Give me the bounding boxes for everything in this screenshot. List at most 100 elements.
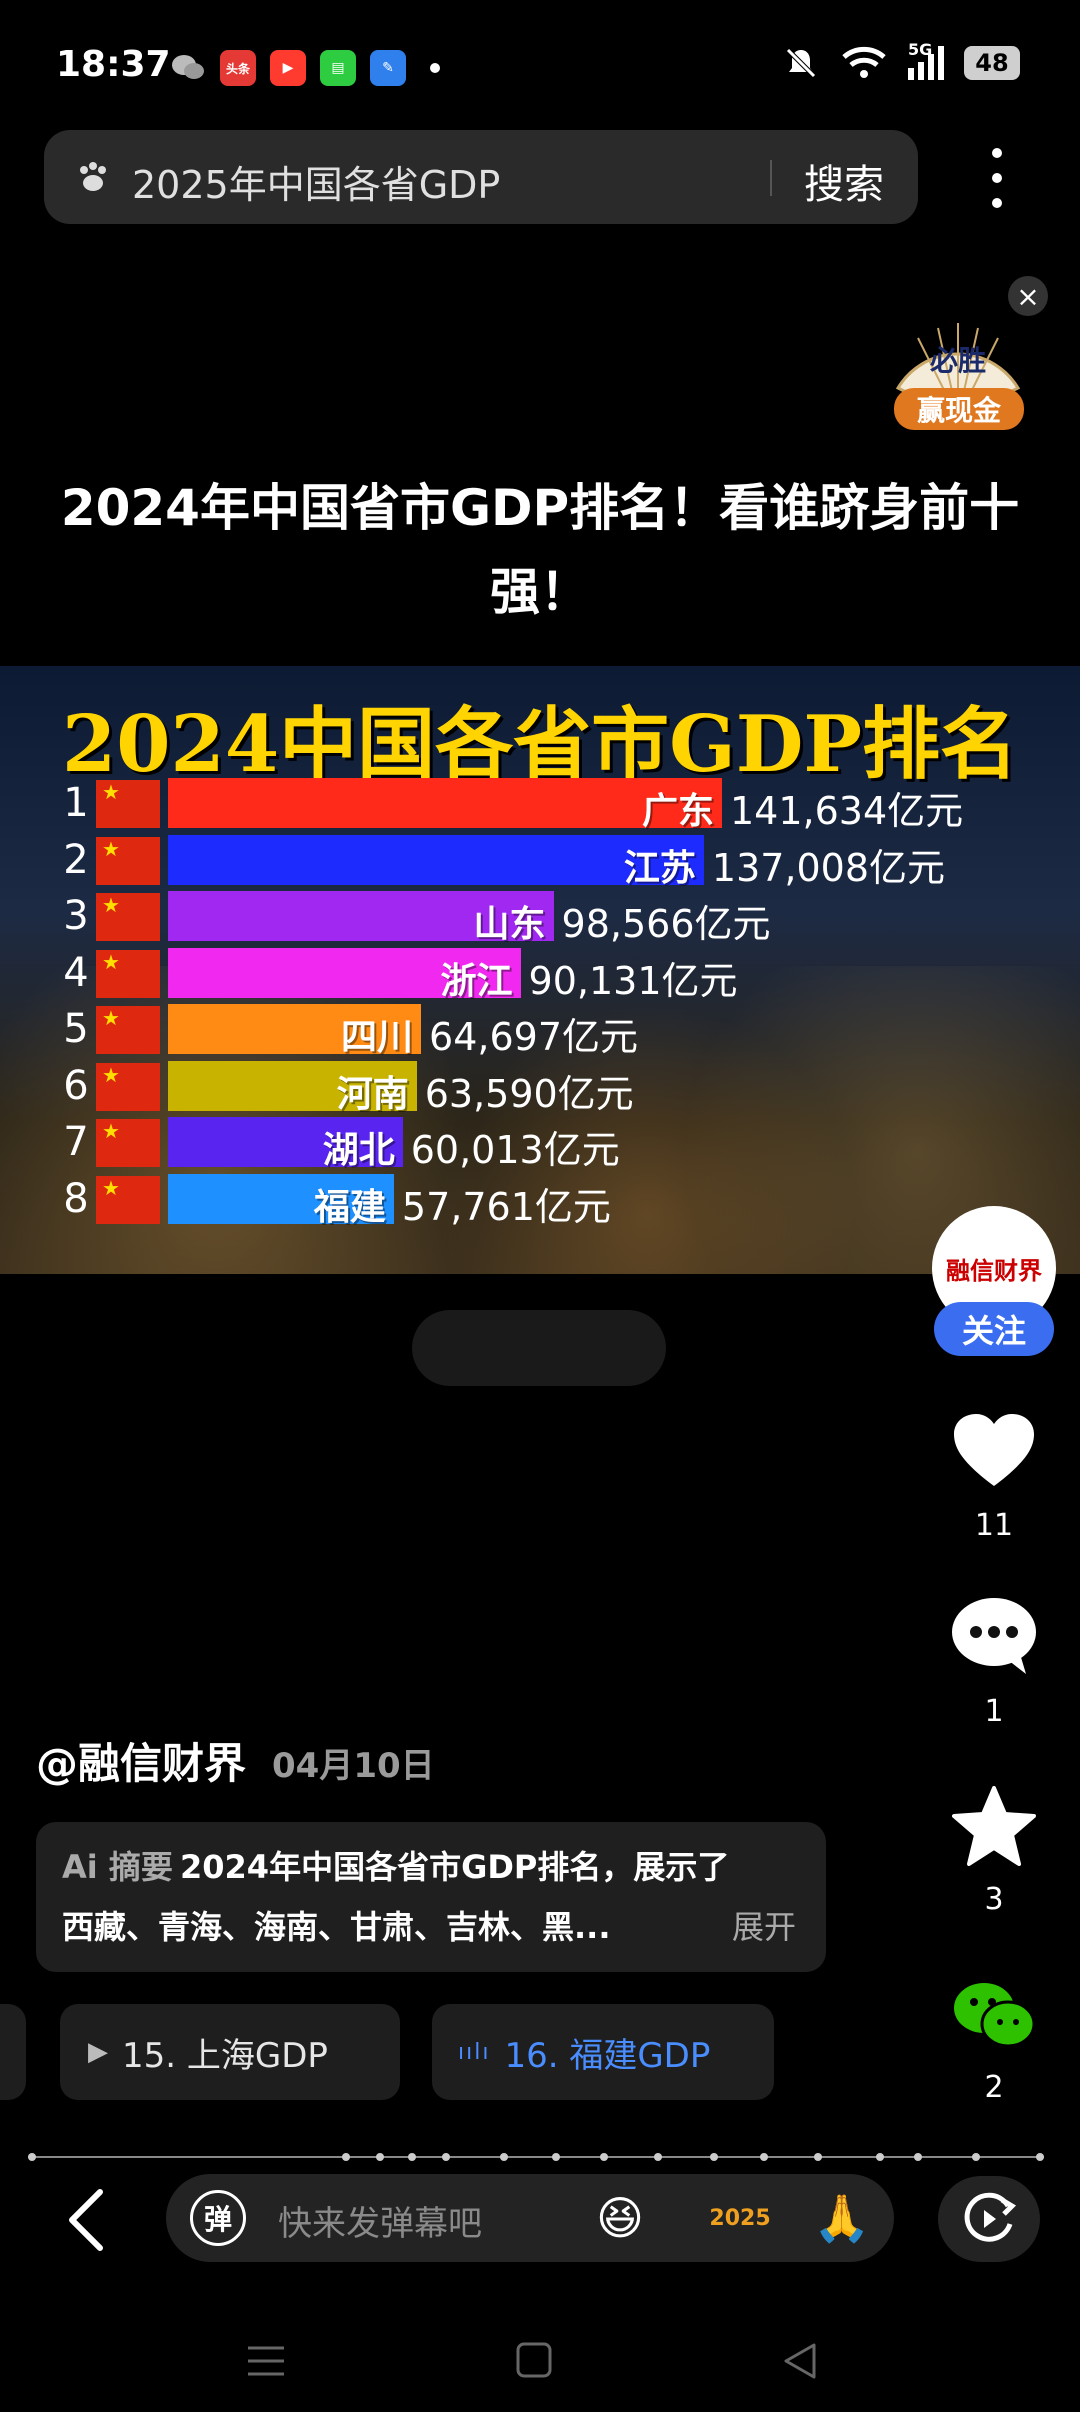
- danmaku-input[interactable]: 快来发弹幕吧: [278, 2204, 482, 2244]
- chart-rank-number: 6: [63, 1062, 89, 1109]
- chart-bar: 江苏: [168, 834, 704, 889]
- china-flag-icon: ★: [96, 893, 160, 941]
- flag-star-icon: ★: [102, 1119, 120, 1143]
- chart-bar-label: 河南: [336, 1073, 409, 1115]
- chart-title: 2024中国各省市GDP排名: [62, 699, 1018, 790]
- flag-star-icon: ★: [102, 1062, 120, 1087]
- china-flag-icon: ★: [96, 949, 160, 998]
- more-menu-icon[interactable]: [982, 148, 1012, 208]
- chart-bar-label: 江苏: [623, 847, 696, 889]
- back-nav-icon[interactable]: [782, 2342, 818, 2380]
- flag-star-icon: ★: [102, 893, 120, 917]
- home-nav-icon[interactable]: [516, 2342, 552, 2378]
- china-flag-icon: ★: [96, 1119, 160, 1167]
- summary-text-line1: 2024年中国各省市GDP排名，展示了: [180, 1848, 730, 1886]
- chart-value-label: 141,634亿元: [730, 789, 964, 833]
- chart-bar-label: 山东: [473, 904, 546, 945]
- china-flag-icon: ★: [96, 836, 160, 885]
- author-name[interactable]: @融信财界: [36, 1739, 247, 1788]
- video-app-icon: ▶: [270, 50, 306, 86]
- chart-value-label: 63,590亿元: [424, 1071, 634, 1116]
- comment-icon[interactable]: [950, 1596, 1038, 1676]
- ad-fan-text: 必胜: [930, 344, 986, 377]
- expand-button[interactable]: 展开: [732, 1908, 797, 1946]
- like-heart-icon[interactable]: [952, 1412, 1036, 1488]
- post-date: 04月10日: [272, 1746, 435, 1786]
- wechat-icon: [170, 50, 206, 86]
- video-progress-bar[interactable]: [28, 2153, 1044, 2161]
- more-notifications-dot: [430, 63, 440, 73]
- china-flag-icon: ★: [96, 780, 160, 828]
- chart-rank-number: 5: [63, 1006, 89, 1052]
- search-input[interactable]: 2025年中国各省GDP: [132, 163, 501, 207]
- flag-star-icon: ★: [102, 1006, 120, 1030]
- favorite-count: 3: [984, 1882, 1004, 1917]
- search-button[interactable]: 搜索: [804, 162, 884, 208]
- flag-star-icon: ★: [102, 780, 120, 804]
- related-chip-label: 15. 上海GDP: [122, 2035, 328, 2076]
- chart-bar: 四川: [168, 1004, 422, 1058]
- video-player[interactable]: 2024中国各省市GDP排名 1 ★ 广东 141,634亿元 2 ★ 江苏 137,008亿…: [0, 666, 1080, 1274]
- chart-value-label: 98,566亿元: [561, 902, 771, 946]
- ad-label[interactable]: 赢现金: [894, 388, 1024, 430]
- comment-count: 1: [984, 1694, 1004, 1729]
- replay-button[interactable]: [938, 2176, 1040, 2262]
- year-2025-sticker-icon[interactable]: 2025: [709, 2205, 771, 2231]
- replay-icon: [964, 2192, 1017, 2242]
- related-video-chip-shanghai[interactable]: ▶ 15. 上海GDP: [60, 2004, 400, 2100]
- chart-rank-number: 7: [63, 1119, 89, 1165]
- favorite-star-icon[interactable]: [952, 1786, 1036, 1866]
- chart-bar: 浙江: [168, 947, 521, 1002]
- status-right: 5G 48: [782, 40, 1020, 82]
- ad-close-icon[interactable]: ×: [1008, 276, 1048, 316]
- chart-value-label: 57,761亿元: [401, 1184, 611, 1229]
- progress-dots: [28, 2153, 1044, 2161]
- chart-bar-label: 广东: [641, 791, 714, 832]
- flag-star-icon: ★: [102, 836, 120, 861]
- notification-icons: 头条 ▶ ▤ ✎: [170, 50, 440, 86]
- battery-icon: 48: [964, 46, 1020, 80]
- china-flag-icon: ★: [96, 1062, 160, 1111]
- chart-rank-number: 1: [63, 780, 89, 826]
- flag-star-icon: ★: [102, 1175, 120, 1200]
- chart-rank-number: 8: [63, 1175, 89, 1222]
- chart-bar: 山东: [168, 891, 554, 945]
- system-nav-bar: [0, 2300, 1080, 2412]
- chart-value-label: 64,697亿元: [429, 1015, 639, 1059]
- flag-star-icon: ★: [102, 949, 120, 974]
- mute-icon: [786, 48, 816, 78]
- china-flag-icon: ★: [96, 1175, 160, 1224]
- chart-bar: 湖北: [168, 1117, 403, 1171]
- pause-indicator: [412, 1310, 666, 1386]
- status-bar: 18:37 头条 ▶ ▤ ✎ 5G 48: [0, 0, 1080, 140]
- laugh-emoji-icon[interactable]: 😆: [596, 2191, 644, 2245]
- messages-icon: ▤: [320, 50, 356, 86]
- chart-rank-number: 4: [63, 949, 89, 996]
- danmaku-input-bar[interactable]: 弹 快来发弹幕吧 😆 2025 🙏: [166, 2174, 894, 2262]
- back-arrow-icon[interactable]: [64, 2188, 108, 2252]
- post-title: 2024年中国省市GDP排名！看谁跻身前十强！: [60, 479, 1020, 621]
- pray-emoji-icon[interactable]: 🙏: [813, 2190, 871, 2245]
- search-bar[interactable]: 2025年中国各省GDP 搜索: [44, 130, 918, 224]
- related-chip-partial[interactable]: [0, 2004, 26, 2100]
- status-time: 18:37: [56, 44, 171, 85]
- china-flag-icon: ★: [96, 1006, 160, 1054]
- feather-app-icon: ✎: [370, 50, 406, 86]
- like-count: 11: [974, 1508, 1014, 1543]
- summary-text-line2: 西藏、青海、海南、甘肃、吉林、黑...: [62, 1908, 611, 1946]
- chart-bar-label: 浙江: [440, 960, 513, 1002]
- wechat-share-icon[interactable]: [952, 1980, 1036, 2052]
- chart-value-label: 137,008亿元: [711, 845, 946, 890]
- ai-summary[interactable]: Ai 摘要 2024年中国各省市GDP排名，展示了 西藏、青海、海南、甘肃、吉林…: [36, 1822, 826, 1972]
- related-video-chip-fujian[interactable]: ıılı 16. 福建GDP: [432, 2004, 774, 2100]
- playing-bars-icon: ıılı: [458, 2039, 491, 2065]
- chart-bar: 福建: [168, 1173, 394, 1228]
- danmaku-toggle-icon[interactable]: 弹: [190, 2190, 246, 2246]
- chart-bar-label: 四川: [341, 1017, 414, 1058]
- menu-nav-icon[interactable]: [246, 2344, 286, 2378]
- follow-button[interactable]: 关注: [934, 1302, 1054, 1356]
- chart-value-label: 60,013亿元: [410, 1128, 620, 1172]
- wifi-icon: [842, 46, 886, 78]
- ai-summary-label: Ai 摘要: [62, 1848, 173, 1886]
- chart-bar: 广东: [168, 778, 722, 832]
